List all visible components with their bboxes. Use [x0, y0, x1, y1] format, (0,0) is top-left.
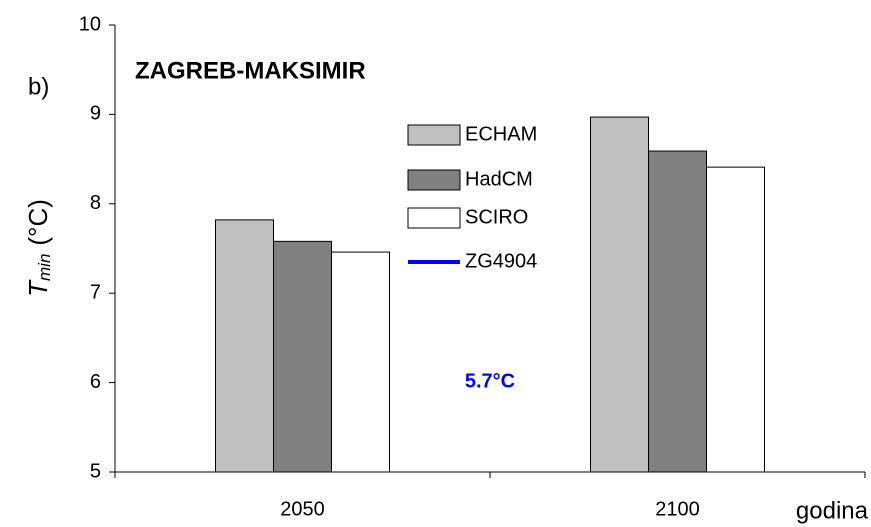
y-tick-label: 9	[90, 103, 101, 125]
x-tick-label: 2050	[280, 498, 325, 520]
y-tick-label: 8	[90, 192, 101, 214]
panel-label: b)	[28, 73, 49, 100]
legend-swatch	[407, 169, 461, 191]
y-label-symbol: T	[23, 279, 53, 297]
x-tick-label: 2100	[655, 498, 700, 520]
legend-swatch	[407, 207, 461, 229]
y-tick-label: 10	[79, 13, 101, 35]
y-tick-label: 7	[90, 281, 101, 303]
legend-label: ECHAM	[465, 123, 537, 145]
legend-label: SCIRO	[465, 206, 528, 228]
bar	[273, 240, 332, 473]
annotation: 5.7°C	[465, 370, 515, 392]
legend-label: ZG4904	[465, 250, 537, 272]
bar	[706, 166, 765, 473]
y-axis-label-text: Tmin (°C)	[23, 199, 55, 297]
legend-swatch	[407, 124, 461, 146]
bar	[648, 150, 707, 473]
x-axis-label: godina	[796, 497, 869, 524]
bar	[590, 116, 649, 473]
legend-label: HadCM	[465, 168, 533, 190]
y-label-subscript: min	[35, 254, 54, 281]
y-label-unit: (°C)	[23, 199, 53, 246]
y-tick-label: 5	[90, 460, 101, 482]
y-tick-label: 6	[90, 371, 101, 393]
y-axis-label: Tmin (°C)	[23, 199, 55, 297]
chart-title: ZAGREB-MAKSIMIR	[135, 57, 366, 84]
bar	[215, 219, 274, 473]
bar	[331, 251, 390, 473]
